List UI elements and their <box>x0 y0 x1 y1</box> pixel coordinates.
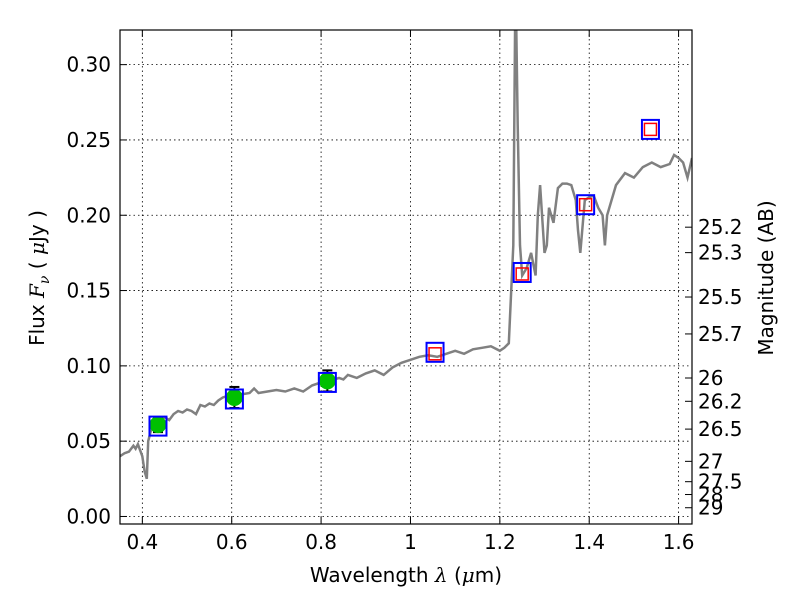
y2-tick-label: 25.3 <box>698 241 743 265</box>
x-axis-title: Wavelength λ (μm) <box>310 563 502 587</box>
y-tick-label: 0.10 <box>66 354 111 378</box>
y-axis-ticks: 0.00 0.05 0.10 0.15 0.20 0.25 0.30 <box>66 53 127 528</box>
y2-tick-label: 25.7 <box>698 322 743 346</box>
y2-tick-label: 27 <box>698 449 723 473</box>
y-tick-label: 0.00 <box>66 504 111 528</box>
observed-point <box>318 372 336 390</box>
x-tick-label: 1.4 <box>573 530 605 554</box>
grid-lines <box>120 30 692 524</box>
band-flux-boxes <box>148 118 660 437</box>
band-flux-box-red <box>578 197 593 212</box>
observed-point <box>225 388 243 406</box>
y-axis-title: Flux Fν ( μJy ) <box>25 210 53 346</box>
y-tick-label: 0.25 <box>66 128 111 152</box>
y2-tick-label: 25.5 <box>698 285 743 309</box>
observed-point <box>149 416 167 434</box>
x-tick-label: 1 <box>404 530 417 554</box>
y-tick-label: 0.05 <box>66 429 111 453</box>
band-flux-box-blue <box>576 194 596 216</box>
band-flux-box-blue <box>317 371 337 393</box>
y2-tick-label: 26.2 <box>698 389 743 413</box>
band-flux-box-red <box>428 347 442 361</box>
band-flux-box-blue <box>640 118 660 140</box>
x-tick-label: 0.4 <box>126 530 158 554</box>
x-tick-label: 0.6 <box>216 530 248 554</box>
band-flux-box-blue <box>224 388 244 410</box>
y2-tick-label: 25.2 <box>698 215 743 239</box>
x-tick-label: 0.8 <box>305 530 337 554</box>
band-flux-box-blue <box>512 261 532 283</box>
x-tick-label: 1.2 <box>484 530 516 554</box>
y2-tick-label: 29 <box>698 496 723 520</box>
band-flux-box-blue <box>425 341 445 363</box>
band-flux-box-red <box>515 267 529 281</box>
x-axis-ticks: 0.4 0.6 0.8 1 1.2 1.4 1.6 <box>126 30 695 554</box>
band-flux-box-red <box>643 122 658 137</box>
y2-tick-label: 26.5 <box>698 417 743 441</box>
y-tick-label: 0.30 <box>66 53 111 77</box>
plot-series <box>120 30 692 480</box>
y-tick-label: 0.20 <box>66 203 111 227</box>
band-flux-box-blue <box>148 415 168 437</box>
x-tick-label: 1.6 <box>663 530 695 554</box>
y2-tick-label: 28 <box>698 483 723 507</box>
y2-tick-label: 26 <box>698 366 723 390</box>
y2-axis-title: Magnitude (AB) <box>754 200 778 355</box>
model-spectrum-line <box>120 30 692 480</box>
y-tick-label: 0.15 <box>66 279 111 303</box>
plot-frame <box>119 29 693 525</box>
y2-tick-label: 27.5 <box>698 470 743 494</box>
